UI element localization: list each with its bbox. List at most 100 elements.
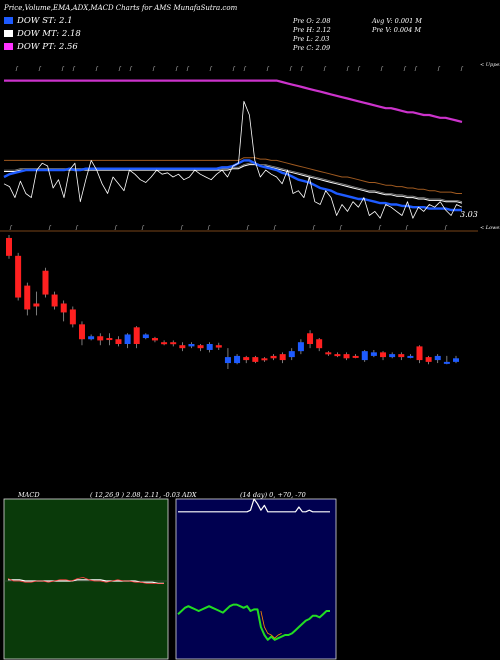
candle-body-48 bbox=[443, 361, 450, 364]
candle-body-24 bbox=[224, 357, 231, 364]
top-marker-15: ʃ bbox=[300, 66, 304, 72]
candle-body-19 bbox=[179, 345, 186, 349]
chart-title: Price,Volume,EMA,ADX,MACD Charts for AMS… bbox=[4, 4, 238, 12]
bottom-marker-2: ʃ bbox=[75, 225, 79, 231]
candle-body-45 bbox=[416, 346, 423, 361]
candle-body-10 bbox=[97, 336, 104, 341]
dow-pt-line bbox=[4, 79, 463, 123]
dow-mt-shadow-line bbox=[4, 162, 463, 203]
top-marker-23: ʃ bbox=[460, 66, 464, 72]
top-marker-17: ʃ bbox=[346, 66, 350, 72]
candle-body-32 bbox=[297, 342, 304, 352]
candle-body-13 bbox=[124, 334, 131, 344]
bottom-marker-10: ʃ bbox=[339, 225, 343, 231]
pt-swatch-icon bbox=[4, 43, 13, 50]
last-price-label: 3.03 bbox=[460, 210, 478, 219]
candle-body-28 bbox=[261, 358, 268, 361]
bottom-marker-6: ʃ bbox=[207, 225, 211, 231]
legend-mt-label: DOW MT: 2.18 bbox=[17, 29, 81, 39]
candle-body-34 bbox=[316, 339, 323, 349]
candle-body-35 bbox=[325, 352, 332, 355]
top-marker-7: ʃ bbox=[152, 66, 156, 72]
candle-body-47 bbox=[434, 355, 441, 361]
candle-body-2 bbox=[24, 285, 31, 310]
candle-body-26 bbox=[243, 357, 250, 361]
lower-label: < Lower bbox=[480, 225, 500, 231]
top-marker-13: ʃ bbox=[266, 66, 270, 72]
candle-body-15 bbox=[142, 334, 149, 339]
adx-panel bbox=[175, 498, 337, 660]
candle-body-36 bbox=[334, 354, 341, 357]
top-marker-10: ʃ bbox=[209, 66, 213, 72]
candle-body-3 bbox=[33, 303, 40, 307]
legend-st-label: DOW ST: 2.1 bbox=[17, 16, 73, 26]
macd-label: MACD bbox=[18, 491, 40, 499]
ema-orange-line bbox=[4, 157, 462, 194]
bottom-marker-7: ʃ bbox=[246, 225, 250, 231]
top-marker-12: ʃ bbox=[243, 66, 247, 72]
bottom-marker-8: ʃ bbox=[273, 225, 277, 231]
candle-body-21 bbox=[197, 345, 204, 349]
pre-high: Pre H: 2.12 bbox=[293, 26, 331, 34]
top-marker-5: ʃ bbox=[118, 66, 122, 72]
candle-body-42 bbox=[389, 354, 396, 358]
candle-body-37 bbox=[343, 354, 350, 359]
candle-body-38 bbox=[352, 355, 359, 358]
top-marker-1: ʃ bbox=[38, 66, 42, 72]
top-marker-20: ʃ bbox=[403, 66, 407, 72]
candle-body-39 bbox=[361, 351, 368, 361]
candle-body-1 bbox=[15, 255, 22, 298]
close-price-line bbox=[3, 100, 463, 219]
candle-body-29 bbox=[270, 355, 277, 359]
legend-item-pt: DOW PT: 2.56 bbox=[4, 42, 78, 52]
top-marker-18: ʃ bbox=[357, 66, 361, 72]
candle-body-20 bbox=[188, 344, 195, 347]
top-marker-0: ʃ bbox=[15, 66, 19, 72]
st-swatch-icon bbox=[4, 17, 13, 24]
candle-body-12 bbox=[115, 339, 122, 344]
top-marker-6: ʃ bbox=[129, 66, 133, 72]
candle-body-0 bbox=[6, 237, 12, 256]
candle-body-14 bbox=[133, 327, 140, 344]
candle-body-43 bbox=[398, 354, 405, 358]
macd-line bbox=[7, 577, 164, 584]
macd-params: ( 12,26,9 ) 2.08, 2.11, -0.03 bbox=[90, 491, 180, 499]
bottom-marker-4: ʃ bbox=[141, 225, 145, 231]
pre-open: Pre O: 2.08 bbox=[293, 17, 331, 25]
top-marker-2: ʃ bbox=[61, 66, 65, 72]
candle-body-27 bbox=[252, 357, 259, 362]
legend-pt-label: DOW PT: 2.56 bbox=[17, 42, 78, 52]
candle-body-16 bbox=[151, 338, 158, 341]
candle-body-11 bbox=[106, 338, 113, 341]
upper-label: < Upper bbox=[480, 62, 500, 68]
candle-body-6 bbox=[60, 303, 67, 313]
top-marker-8: ʃ bbox=[175, 66, 179, 72]
bottom-marker-1: ʃ bbox=[48, 225, 52, 231]
candle-body-40 bbox=[370, 352, 377, 356]
legend-item-st: DOW ST: 2.1 bbox=[4, 16, 73, 26]
candle-body-17 bbox=[161, 342, 168, 345]
top-marker-22: ʃ bbox=[437, 66, 441, 72]
top-marker-19: ʃ bbox=[380, 66, 384, 72]
candle-body-25 bbox=[234, 355, 241, 364]
legend-item-mt: DOW MT: 2.18 bbox=[4, 29, 81, 39]
candle-body-9 bbox=[88, 336, 95, 340]
bottom-marker-13: ʃ bbox=[444, 225, 448, 231]
adx-orange-line bbox=[260, 610, 282, 639]
top-marker-4: ʃ bbox=[95, 66, 99, 72]
top-marker-9: ʃ bbox=[186, 66, 190, 72]
candle-body-31 bbox=[288, 351, 295, 358]
bottom-marker-9: ʃ bbox=[312, 225, 316, 231]
candle-body-23 bbox=[215, 345, 222, 348]
candle-body-22 bbox=[206, 344, 213, 350]
bottom-marker-3: ʃ bbox=[114, 225, 118, 231]
pre-low: Pre L: 2.03 bbox=[293, 35, 330, 43]
bottom-marker-0: ʃ bbox=[9, 225, 13, 231]
adx-white-line bbox=[178, 498, 330, 513]
adx-line bbox=[177, 603, 330, 641]
top-marker-16: ʃ bbox=[323, 66, 327, 72]
candle-body-44 bbox=[407, 355, 414, 358]
candle-body-4 bbox=[42, 270, 49, 295]
candle-body-33 bbox=[307, 333, 314, 344]
